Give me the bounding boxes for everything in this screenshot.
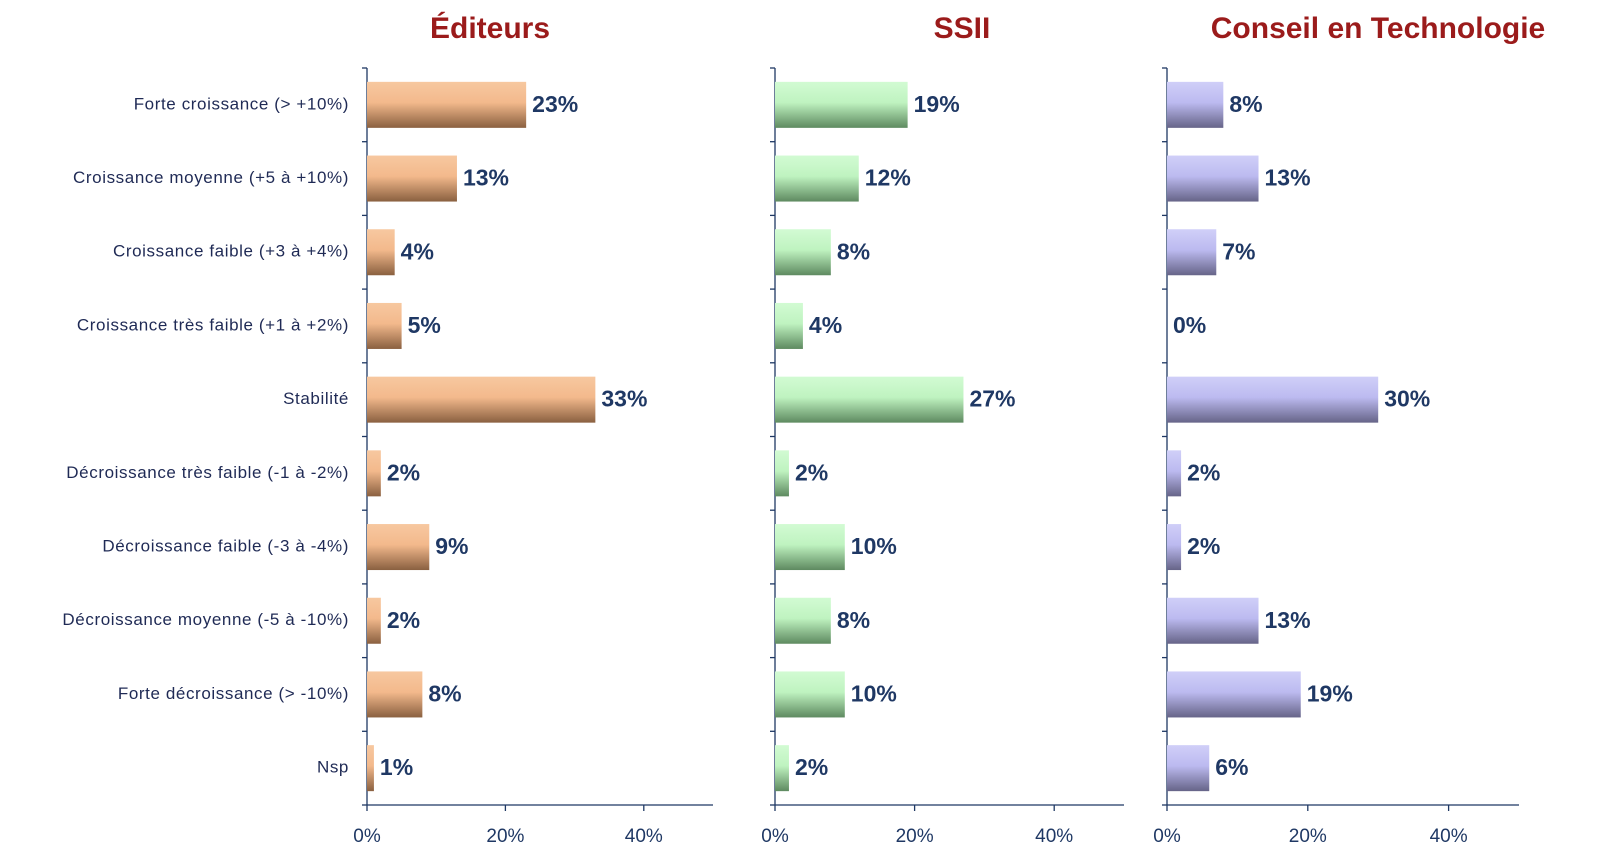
value-label: 2% bbox=[387, 607, 420, 633]
value-label: 8% bbox=[837, 607, 870, 633]
x-tick-label: 20% bbox=[1289, 826, 1327, 847]
value-label: 5% bbox=[408, 312, 441, 338]
bar bbox=[775, 745, 789, 792]
category-label: Décroissance faible (-3 à -4%) bbox=[102, 537, 349, 556]
bar bbox=[1167, 671, 1301, 718]
chart-title: SSII bbox=[934, 12, 991, 45]
bar bbox=[367, 450, 381, 497]
value-label: 7% bbox=[1222, 238, 1255, 264]
bar bbox=[367, 302, 402, 349]
bar bbox=[367, 671, 423, 718]
value-label: 12% bbox=[865, 165, 911, 191]
category-label: Croissance moyenne (+5 à +10%) bbox=[73, 168, 349, 187]
value-label: 23% bbox=[532, 91, 578, 117]
value-label: 10% bbox=[851, 533, 897, 559]
bar bbox=[367, 745, 374, 792]
chart-title: Éditeurs bbox=[430, 11, 550, 45]
value-label: 13% bbox=[1265, 607, 1311, 633]
chart-title: Conseil en Technologie bbox=[1211, 12, 1545, 45]
bar bbox=[1167, 450, 1182, 497]
value-label: 6% bbox=[1215, 754, 1248, 780]
bar bbox=[1167, 745, 1210, 792]
x-tick-label: 40% bbox=[1430, 826, 1468, 847]
value-label: 13% bbox=[463, 165, 509, 191]
bar bbox=[775, 597, 831, 644]
category-label: Croissance très faible (+1 à +2%) bbox=[77, 315, 349, 334]
value-label: 2% bbox=[795, 459, 828, 485]
bar bbox=[775, 302, 803, 349]
value-label: 30% bbox=[1384, 386, 1430, 412]
category-label: Forte croissance (> +10%) bbox=[134, 94, 349, 113]
value-label: 1% bbox=[380, 754, 413, 780]
bar bbox=[1167, 524, 1182, 571]
bar bbox=[1167, 155, 1259, 202]
value-label: 8% bbox=[428, 681, 461, 707]
bar bbox=[1167, 597, 1259, 644]
value-label: 2% bbox=[1187, 459, 1220, 485]
value-label: 2% bbox=[795, 754, 828, 780]
bar bbox=[367, 524, 430, 571]
bar bbox=[775, 376, 964, 423]
bar bbox=[367, 155, 457, 202]
category-label: Forte décroissance (> -10%) bbox=[118, 684, 349, 703]
value-label: 2% bbox=[387, 459, 420, 485]
bar bbox=[775, 81, 908, 128]
category-label: Décroissance moyenne (-5 à -10%) bbox=[62, 610, 349, 629]
value-label: 33% bbox=[601, 386, 647, 412]
value-label: 19% bbox=[1307, 681, 1353, 707]
value-label: 0% bbox=[1173, 312, 1206, 338]
bar bbox=[367, 81, 527, 128]
category-label: Décroissance très faible (-1 à -2%) bbox=[66, 463, 349, 482]
x-tick-label: 20% bbox=[486, 826, 524, 847]
bar bbox=[775, 450, 789, 497]
value-label: 10% bbox=[851, 681, 897, 707]
value-label: 8% bbox=[837, 238, 870, 264]
bar bbox=[367, 597, 381, 644]
x-tick-label: 0% bbox=[761, 826, 789, 847]
x-tick-label: 40% bbox=[1035, 826, 1073, 847]
bar bbox=[775, 155, 859, 202]
x-tick-label: 40% bbox=[625, 826, 663, 847]
value-label: 8% bbox=[1229, 91, 1262, 117]
bar bbox=[1167, 229, 1217, 276]
x-tick-label: 0% bbox=[1153, 826, 1181, 847]
x-tick-label: 0% bbox=[353, 826, 381, 847]
bar bbox=[1167, 376, 1379, 423]
bar bbox=[367, 229, 395, 276]
value-label: 27% bbox=[969, 386, 1015, 412]
bar bbox=[775, 671, 845, 718]
bar bbox=[367, 376, 596, 423]
value-label: 2% bbox=[1187, 533, 1220, 559]
x-tick-label: 20% bbox=[896, 826, 934, 847]
value-label: 4% bbox=[809, 312, 842, 338]
bar bbox=[775, 524, 845, 571]
bar bbox=[1167, 81, 1224, 128]
bar bbox=[775, 229, 831, 276]
category-label: Nsp bbox=[317, 758, 349, 777]
category-label: Stabilité bbox=[283, 389, 349, 408]
value-label: 13% bbox=[1265, 165, 1311, 191]
category-label: Croissance faible (+3 à +4%) bbox=[113, 242, 349, 261]
value-label: 19% bbox=[914, 91, 960, 117]
value-label: 9% bbox=[435, 533, 468, 559]
value-label: 4% bbox=[401, 238, 434, 264]
